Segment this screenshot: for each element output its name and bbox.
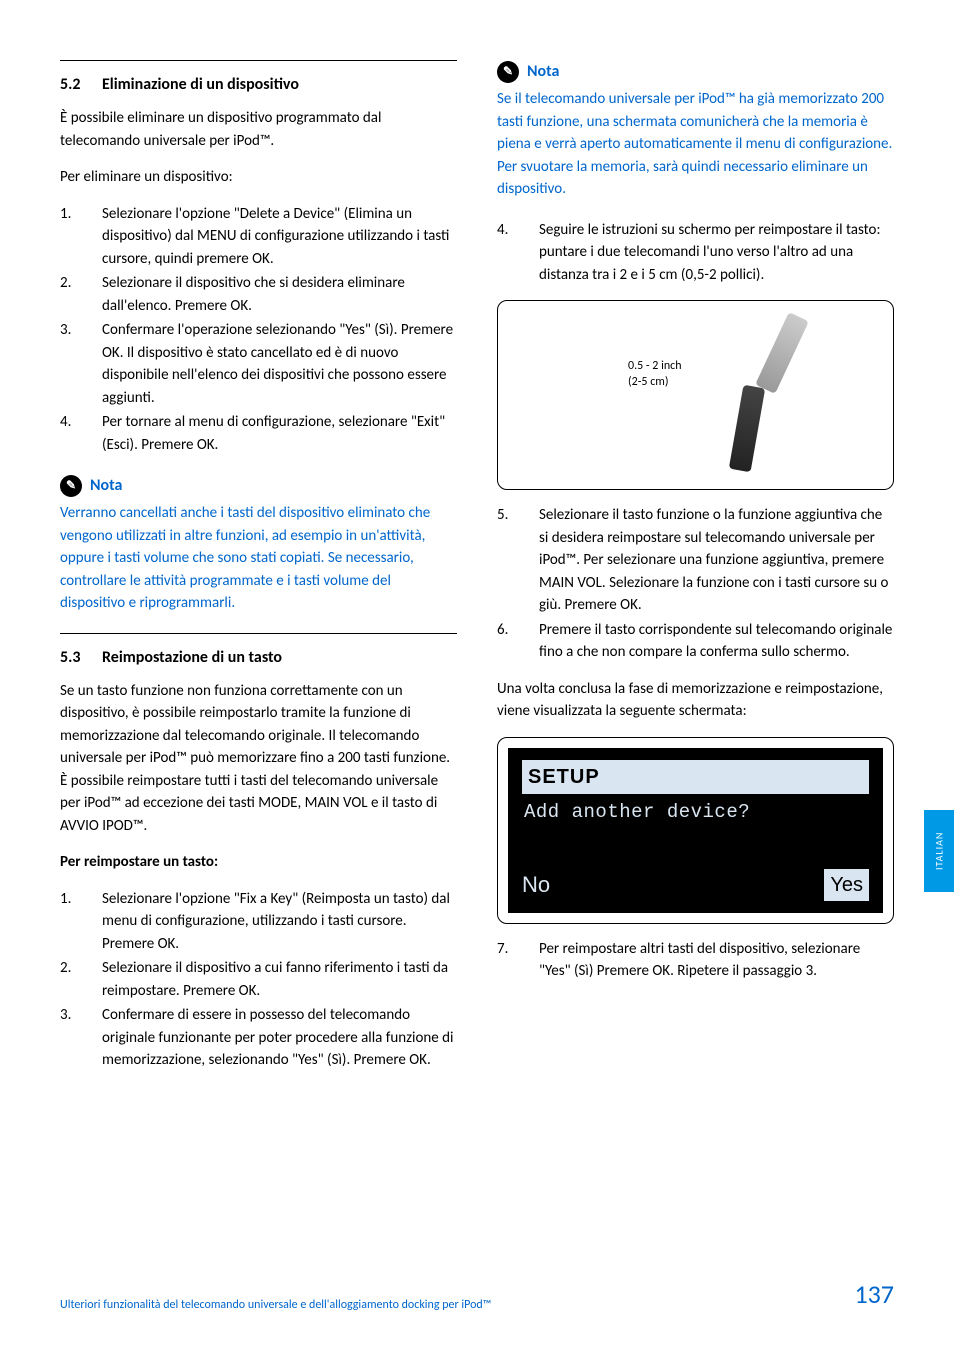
note-text: Se il telecomando universale per iPod™ h…	[497, 88, 894, 201]
paragraph: È possibile eliminare un dispositivo pro…	[60, 107, 457, 152]
heading-title: Reimpostazione di un tasto	[102, 648, 282, 667]
heading-number: 5.3	[60, 646, 102, 670]
list-text: Confermare di essere in possesso del tel…	[102, 1004, 457, 1072]
note-icon: ✎	[60, 475, 82, 497]
list-number: 1.	[60, 203, 102, 271]
figure-label-line1: 0.5 - 2 inch	[628, 359, 682, 373]
list-text: Per tornare al menu di configurazione, s…	[102, 411, 457, 456]
list-item: 2.Selezionare il dispositivo a cui fanno…	[60, 957, 457, 1002]
note-title: Nota	[90, 474, 122, 498]
note-block: ✎ Nota Verranno cancellati anche i tasti…	[60, 474, 457, 615]
lcd-no-option: No	[522, 868, 550, 901]
ordered-list: 7.Per reimpostare altri tasti del dispos…	[497, 938, 894, 983]
list-text: Selezionare il dispositivo che si deside…	[102, 272, 457, 317]
figure-label: 0.5 - 2 inch (2-5 cm)	[628, 359, 682, 390]
list-number: 5.	[497, 504, 539, 617]
note-icon: ✎	[497, 61, 519, 83]
remote-illustration-a	[755, 312, 809, 394]
lcd-title: SETUP	[522, 760, 869, 794]
list-number: 7.	[497, 938, 539, 983]
heading-number: 5.2	[60, 73, 102, 97]
divider	[60, 60, 457, 61]
note-header: ✎ Nota	[60, 474, 457, 498]
page-content: 5.2Eliminazione di un dispositivo È poss…	[0, 0, 954, 1126]
lcd-display: SETUP Add another device? No Yes	[508, 748, 883, 913]
ordered-list: 4.Seguire le istruzioni su schermo per r…	[497, 219, 894, 287]
list-text: Selezionare l'opzione "Fix a Key" (Reimp…	[102, 888, 457, 956]
figure-lcd-screen: SETUP Add another device? No Yes	[497, 737, 894, 924]
heading-5-3: 5.3Reimpostazione di un tasto	[60, 646, 457, 670]
list-text: Selezionare il dispositivo a cui fanno r…	[102, 957, 457, 1002]
heading-5-2: 5.2Eliminazione di un dispositivo	[60, 73, 457, 97]
lcd-buttons: No Yes	[522, 868, 869, 901]
note-text: Verranno cancellati anche i tasti del di…	[60, 502, 457, 615]
list-item: 7.Per reimpostare altri tasti del dispos…	[497, 938, 894, 983]
list-number: 4.	[497, 219, 539, 287]
list-item: 1.Selezionare l'opzione "Fix a Key" (Rei…	[60, 888, 457, 956]
list-number: 2.	[60, 957, 102, 1002]
list-number: 2.	[60, 272, 102, 317]
list-number: 3.	[60, 1004, 102, 1072]
note-block: ✎ Nota Se il telecomando universale per …	[497, 60, 894, 201]
list-text: Per reimpostare altri tasti del disposit…	[539, 938, 894, 983]
paragraph: Una volta conclusa la fase di memorizzaz…	[497, 678, 894, 723]
list-item: 2.Selezionare il dispositivo che si desi…	[60, 272, 457, 317]
ordered-list: 1.Selezionare l'opzione "Fix a Key" (Rei…	[60, 888, 457, 1072]
language-tab: ITALIAN	[924, 810, 954, 892]
list-number: 1.	[60, 888, 102, 956]
list-item: 3.Confermare l'operazione selezionando "…	[60, 319, 457, 409]
paragraph-bold: Per reimpostare un tasto:	[60, 851, 457, 874]
heading-title: Eliminazione di un dispositivo	[102, 75, 299, 94]
right-column: ✎ Nota Se il telecomando universale per …	[497, 60, 894, 1086]
list-item: 4.Per tornare al menu di configurazione,…	[60, 411, 457, 456]
note-title: Nota	[527, 60, 559, 84]
list-number: 3.	[60, 319, 102, 409]
page-footer: Ulteriori funzionalità del telecomando u…	[60, 1275, 894, 1314]
note-header: ✎ Nota	[497, 60, 894, 84]
list-item: 6.Premere il tasto corrispondente sul te…	[497, 619, 894, 664]
list-item: 4.Seguire le istruzioni su schermo per r…	[497, 219, 894, 287]
list-item: 3.Confermare di essere in possesso del t…	[60, 1004, 457, 1072]
ordered-list: 5.Selezionare il tasto funzione o la fun…	[497, 504, 894, 664]
lcd-yes-option: Yes	[824, 869, 869, 901]
list-text: Selezionare il tasto funzione o la funzi…	[539, 504, 894, 617]
figure-label-line2: (2-5 cm)	[628, 375, 669, 389]
list-text: Seguire le istruzioni su schermo per rei…	[539, 219, 894, 287]
left-column: 5.2Eliminazione di un dispositivo È poss…	[60, 60, 457, 1086]
ordered-list: 1.Selezionare l'opzione "Delete a Device…	[60, 203, 457, 457]
list-text: Confermare l'operazione selezionando "Ye…	[102, 319, 457, 409]
page-number: 137	[854, 1275, 894, 1314]
list-text: Premere il tasto corrispondente sul tele…	[539, 619, 894, 664]
paragraph: Per eliminare un dispositivo:	[60, 166, 457, 189]
list-number: 4.	[60, 411, 102, 456]
figure-remotes: 0.5 - 2 inch (2-5 cm)	[497, 300, 894, 490]
divider	[60, 633, 457, 634]
list-text: Selezionare l'opzione "Delete a Device" …	[102, 203, 457, 271]
footer-text: Ulteriori funzionalità del telecomando u…	[60, 1296, 491, 1314]
paragraph: Se un tasto funzione non funziona corret…	[60, 680, 457, 838]
list-item: 5.Selezionare il tasto funzione o la fun…	[497, 504, 894, 617]
list-number: 6.	[497, 619, 539, 664]
lcd-prompt: Add another device?	[522, 798, 869, 827]
list-item: 1.Selezionare l'opzione "Delete a Device…	[60, 203, 457, 271]
remote-illustration-b	[729, 385, 765, 473]
